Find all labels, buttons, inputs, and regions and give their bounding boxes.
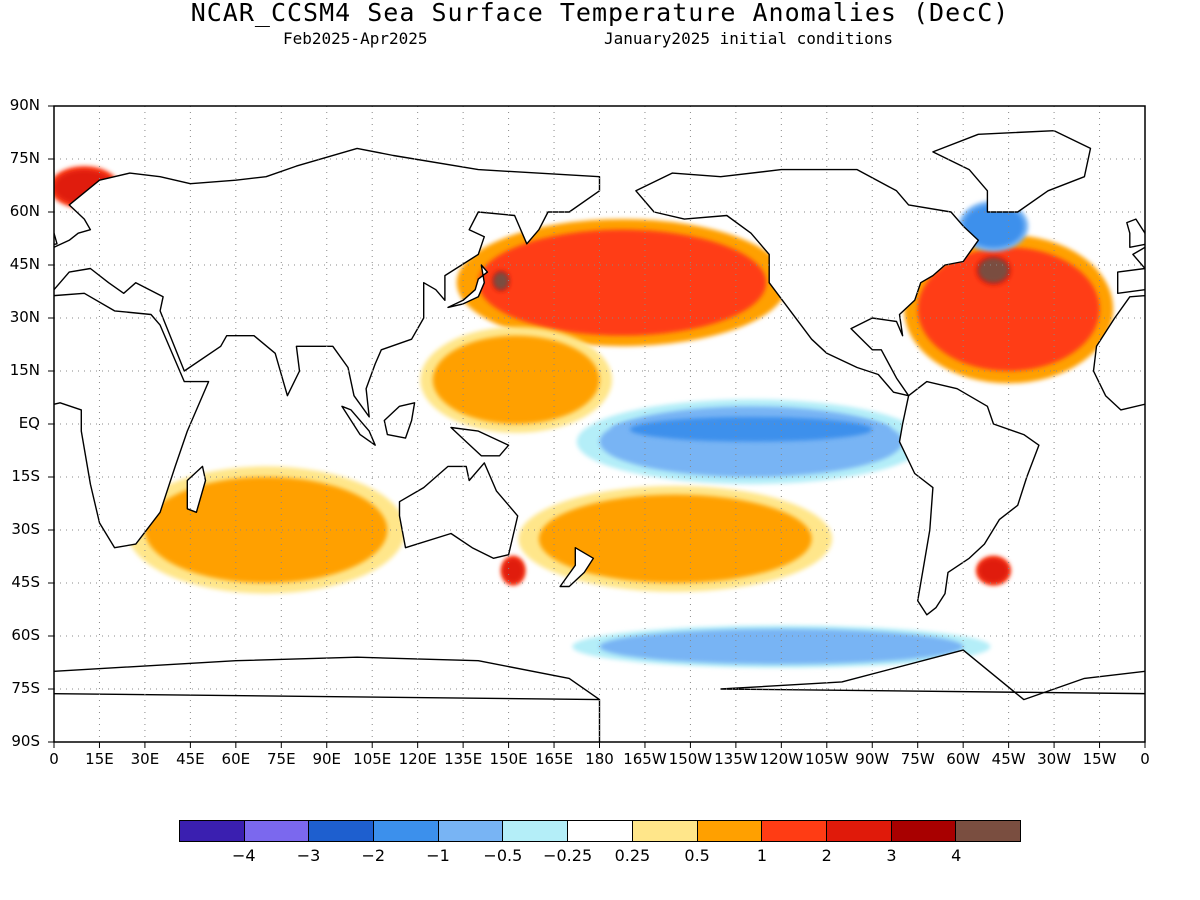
landmass-uk xyxy=(1126,218,1145,248)
lat-tick-label: 90N xyxy=(9,96,40,114)
anomaly-region xyxy=(978,257,1009,283)
legend-level-label: −0.25 xyxy=(543,846,593,865)
lon-tick-label: 15W xyxy=(1082,750,1117,768)
landmass-africa xyxy=(54,292,210,549)
chart-title: NCAR_CCSM4 Sea Surface Temperature Anoma… xyxy=(190,0,1010,27)
legend-level-label: −4 xyxy=(231,846,256,865)
lat-tick-label: 15N xyxy=(9,361,40,379)
legend-swatch xyxy=(762,821,827,841)
landmass-antarctica xyxy=(54,656,601,742)
lat-tick-label: 15S xyxy=(11,467,40,485)
anomaly-region xyxy=(493,272,509,290)
lon-tick-label: 75W xyxy=(900,750,935,768)
legend-swatch xyxy=(568,821,633,841)
lon-tick-label: 135W xyxy=(714,750,758,768)
lon-tick-label: 180 xyxy=(585,750,614,768)
lon-tick-label: 150E xyxy=(489,750,528,768)
legend-level-label: 1 xyxy=(756,846,768,865)
landmass-madagascar xyxy=(186,465,207,513)
lon-tick-label: 120E xyxy=(398,750,437,768)
legend-level-label: −0.5 xyxy=(483,846,523,865)
legend-swatch xyxy=(697,821,763,841)
landmass-africa xyxy=(1092,294,1145,411)
landmass-europe-asia xyxy=(54,147,601,418)
lon-tick-label: 105E xyxy=(353,750,392,768)
legend-level-label: −3 xyxy=(296,846,321,865)
lon-tick-label: 165E xyxy=(534,750,574,768)
legend-level-label: 3 xyxy=(886,846,897,865)
legend-swatch xyxy=(632,821,698,841)
lon-tick-label: 45W xyxy=(991,750,1026,768)
anomaly-region xyxy=(963,204,1024,248)
lat-tick-label: 30N xyxy=(9,308,40,326)
landmass-south-america xyxy=(898,380,1040,616)
forecast-period: Feb2025-Apr2025 xyxy=(283,29,428,48)
landmass-north-america xyxy=(635,168,979,397)
anomaly-region xyxy=(144,477,388,583)
legend-level-label: −1 xyxy=(426,846,450,865)
legend-swatch xyxy=(244,821,310,841)
legend-level-label: −2 xyxy=(361,846,386,865)
legend-swatch xyxy=(826,821,892,841)
legend-swatch xyxy=(180,821,245,841)
anomaly-region xyxy=(629,416,873,442)
lon-tick-label: 165W xyxy=(623,750,667,768)
lon-tick-label: 105W xyxy=(805,750,849,768)
lon-tick-label: 45E xyxy=(176,750,205,768)
lon-tick-label: 135E xyxy=(444,750,483,768)
anomaly-region xyxy=(538,494,812,583)
lat-tick-label: 90S xyxy=(11,732,40,750)
legend-swatch xyxy=(309,821,375,841)
anomaly-region xyxy=(478,229,767,336)
lon-tick-label: 60E xyxy=(221,750,251,768)
lat-tick-label: EQ xyxy=(18,414,40,432)
legend-swatch xyxy=(891,821,957,841)
anomaly-region xyxy=(978,558,1009,584)
legend-level-label: 2 xyxy=(821,846,832,865)
lat-tick-label: 45S xyxy=(11,573,40,591)
initial-conditions: January2025 initial conditions xyxy=(604,29,893,48)
landmass-antarctica xyxy=(720,649,1145,701)
coastlines xyxy=(54,130,1145,742)
landmass-new-zealand xyxy=(559,547,595,588)
legend-level-label: 0.5 xyxy=(684,846,710,865)
legend-swatch xyxy=(503,821,569,841)
anomaly-region xyxy=(502,558,524,584)
landmass-sumatra xyxy=(341,405,376,446)
legend-swatch xyxy=(438,821,504,841)
landmass-japan xyxy=(447,264,489,309)
legend-swatch xyxy=(956,821,1020,841)
axis-ticks xyxy=(48,105,1146,748)
lat-tick-label: 30S xyxy=(11,520,40,538)
lon-tick-label: 0 xyxy=(49,750,59,768)
lon-tick-label: 60W xyxy=(946,750,981,768)
legend-level-label: 0.25 xyxy=(614,846,651,865)
lon-tick-label: 15E xyxy=(85,750,114,768)
legend-swatch xyxy=(374,821,439,841)
lon-tick-label: 120W xyxy=(759,750,804,768)
lon-tick-label: 75E xyxy=(266,750,296,768)
landmass-borneo xyxy=(383,402,416,439)
landmass-new-guinea xyxy=(450,426,510,457)
lat-tick-label: 60N xyxy=(9,202,40,220)
grid-lines xyxy=(54,106,1145,742)
lon-tick-label: 0 xyxy=(1140,750,1150,768)
legend-level-label: 4 xyxy=(951,846,962,865)
color-legend xyxy=(179,820,1021,842)
lon-tick-label: 30W xyxy=(1037,750,1072,768)
lat-tick-label: 75N xyxy=(9,149,40,167)
landmass-australia xyxy=(398,462,519,559)
lon-tick-label: 150W xyxy=(668,750,713,768)
anomaly-field xyxy=(54,166,1114,668)
lat-tick-label: 75S xyxy=(11,679,40,697)
lon-tick-label: 90E xyxy=(312,750,342,768)
anomaly-region xyxy=(432,335,600,425)
lat-tick-label: 45N xyxy=(9,255,40,273)
landmass-europe-asia xyxy=(1117,246,1145,294)
lon-tick-label: 90W xyxy=(855,750,890,768)
lon-tick-label: 30E xyxy=(130,750,160,768)
lat-tick-label: 60S xyxy=(11,626,40,644)
